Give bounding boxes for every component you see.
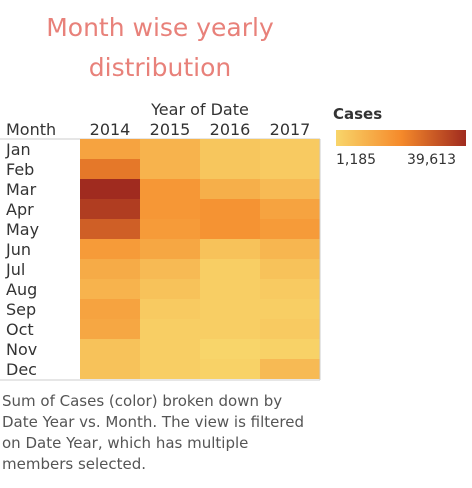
heatmap-cell-jan-2015[interactable] xyxy=(140,139,200,159)
heatmap-cell-aug-2014[interactable] xyxy=(80,279,140,299)
heatmap-cell-aug-2015[interactable] xyxy=(140,279,200,299)
heatmap-cell-oct-2016[interactable] xyxy=(200,319,260,339)
heatmap-cell-jul-2015[interactable] xyxy=(140,259,200,279)
chart-caption: Sum of Cases (color) broken down by Date… xyxy=(2,392,304,473)
heatmap-cell-dec-2017[interactable] xyxy=(260,359,320,379)
row-label-oct: Oct xyxy=(6,320,34,339)
heatmap-cell-oct-2014[interactable] xyxy=(80,319,140,339)
heatmap-cell-apr-2016[interactable] xyxy=(200,199,260,219)
column-header: Year of Date xyxy=(150,100,249,119)
heatmap-cell-mar-2014[interactable] xyxy=(80,179,140,199)
row-label-sep: Sep xyxy=(6,300,36,319)
heatmap-cell-oct-2015[interactable] xyxy=(140,319,200,339)
column-label-2014: 2014 xyxy=(90,120,131,139)
heatmap-chart: Year of Date Month 2014 2015 2016 2017 JanF… xyxy=(0,100,321,381)
heatmap-cell-jun-2016[interactable] xyxy=(200,239,260,259)
heatmap-cell-jul-2016[interactable] xyxy=(200,259,260,279)
heatmap-cell-apr-2015[interactable] xyxy=(140,199,200,219)
heatmap-cell-jan-2016[interactable] xyxy=(200,139,260,159)
heatmap-cell-jun-2015[interactable] xyxy=(140,239,200,259)
heatmap-cell-nov-2016[interactable] xyxy=(200,339,260,359)
column-label-2017: 2017 xyxy=(270,120,311,139)
heatmap-cell-dec-2014[interactable] xyxy=(80,359,140,379)
heatmap-cell-dec-2016[interactable] xyxy=(200,359,260,379)
heatmap-cell-jul-2017[interactable] xyxy=(260,259,320,279)
row-label-feb: Feb xyxy=(6,160,34,179)
heatmap-cell-may-2017[interactable] xyxy=(260,219,320,239)
legend-max-label: 39,613 xyxy=(407,152,456,168)
heatmap-cell-jun-2014[interactable] xyxy=(80,239,140,259)
heatmap-cell-jan-2017[interactable] xyxy=(260,139,320,159)
heatmap-cell-mar-2016[interactable] xyxy=(200,179,260,199)
heatmap-cell-sep-2014[interactable] xyxy=(80,299,140,319)
row-header: Month xyxy=(6,120,56,139)
heatmap-cell-apr-2017[interactable] xyxy=(260,199,320,219)
legend-title: Cases xyxy=(333,105,383,123)
heatmap-cell-dec-2015[interactable] xyxy=(140,359,200,379)
legend-color-ramp xyxy=(336,130,466,146)
heatmap-cell-may-2015[interactable] xyxy=(140,219,200,239)
row-label-dec: Dec xyxy=(6,360,37,379)
row-label-jan: Jan xyxy=(5,140,31,159)
heatmap-cell-feb-2017[interactable] xyxy=(260,159,320,179)
heatmap-cell-may-2014[interactable] xyxy=(80,219,140,239)
row-label-mar: Mar xyxy=(6,180,37,199)
heatmap-cell-nov-2015[interactable] xyxy=(140,339,200,359)
heatmap-cell-feb-2014[interactable] xyxy=(80,159,140,179)
heatmap-cell-aug-2016[interactable] xyxy=(200,279,260,299)
heatmap-cell-mar-2015[interactable] xyxy=(140,179,200,199)
row-label-nov: Nov xyxy=(6,340,37,359)
row-label-apr: Apr xyxy=(6,200,34,219)
heatmap-cell-sep-2016[interactable] xyxy=(200,299,260,319)
legend-min-label: 1,185 xyxy=(336,152,377,168)
heatmap-cell-may-2016[interactable] xyxy=(200,219,260,239)
heatmap-cell-sep-2015[interactable] xyxy=(140,299,200,319)
row-label-may: May xyxy=(6,220,39,239)
heatmap-cell-jan-2014[interactable] xyxy=(80,139,140,159)
heatmap-cell-apr-2014[interactable] xyxy=(80,199,140,219)
heatmap-cell-jul-2014[interactable] xyxy=(80,259,140,279)
heatmap-cell-mar-2017[interactable] xyxy=(260,179,320,199)
heatmap-cell-jun-2017[interactable] xyxy=(260,239,320,259)
column-label-2016: 2016 xyxy=(210,120,251,139)
heatmap-cell-aug-2017[interactable] xyxy=(260,279,320,299)
heatmap-cell-sep-2017[interactable] xyxy=(260,299,320,319)
row-label-jul: Jul xyxy=(5,260,25,279)
heatmap-cell-feb-2016[interactable] xyxy=(200,159,260,179)
row-label-aug: Aug xyxy=(6,280,37,299)
chart-title: Month wise yearly distribution xyxy=(46,13,274,82)
heatmap-cell-nov-2014[interactable] xyxy=(80,339,140,359)
heatmap-cell-oct-2017[interactable] xyxy=(260,319,320,339)
row-label-jun: Jun xyxy=(5,240,31,259)
heatmap-cell-nov-2017[interactable] xyxy=(260,339,320,359)
column-label-2015: 2015 xyxy=(150,120,191,139)
heatmap-cell-feb-2015[interactable] xyxy=(140,159,200,179)
